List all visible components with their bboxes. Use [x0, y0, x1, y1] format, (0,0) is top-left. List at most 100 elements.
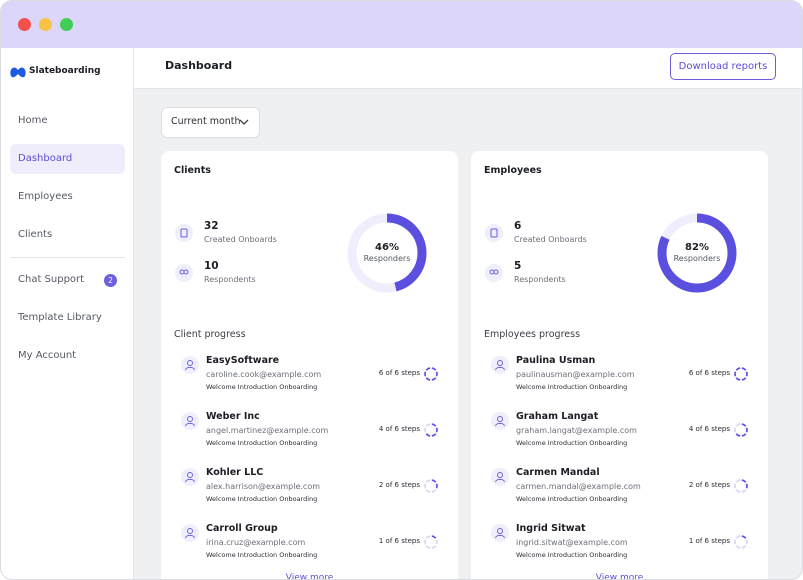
icon-glyph — [489, 269, 499, 275]
avatar-glyph — [185, 472, 195, 483]
avatar-head — [497, 472, 503, 478]
avatar-glyph — [495, 360, 505, 371]
row-name: Carroll Group — [206, 523, 278, 534]
step-segment — [741, 433, 747, 437]
card-title: Clients — [174, 165, 211, 176]
row-subtitle: Welcome Introduction Onboarding — [206, 495, 318, 503]
clipboard-glyph — [490, 228, 498, 238]
step-segment — [741, 367, 747, 371]
avatar-glyph — [495, 416, 505, 427]
steps-label: 6 of 6 steps — [378, 369, 420, 377]
avatar-head — [187, 416, 193, 422]
card: Clients 32 Created Onboards 10 Respondents 46… — [161, 151, 458, 580]
avatar-head — [187, 528, 193, 534]
nav-item[interactable]: Dashboard — [10, 144, 125, 174]
steps-label: 1 of 6 steps — [378, 537, 420, 545]
close-button[interactable] — [18, 18, 31, 31]
step-segment — [741, 545, 747, 549]
sidebar: Slateboarding Home Dashboard Employees Clie… — [1, 48, 134, 579]
steps-ring — [734, 479, 748, 493]
row-name: EasySoftware — [206, 355, 280, 366]
row-email: alex.harrison@example.com — [206, 482, 321, 491]
stat-label: Respondents — [514, 275, 566, 284]
step-segment — [431, 535, 437, 539]
stat-value: 5 — [514, 260, 522, 272]
donut-caption: Responders — [363, 254, 411, 263]
step-segment — [425, 545, 431, 549]
title-bar — [1, 1, 802, 48]
nav-item[interactable]: Chat Support — [18, 274, 85, 285]
people-glyph — [493, 269, 499, 275]
avatar-glyph — [185, 528, 195, 539]
steps-ring — [424, 367, 438, 381]
row-subtitle: Welcome Introduction Onboarding — [516, 495, 628, 503]
donut-arc — [347, 213, 427, 293]
row-subtitle: Welcome Introduction Onboarding — [516, 383, 628, 391]
avatar-body — [495, 478, 505, 483]
steps-ring — [424, 423, 438, 437]
icon-glyph — [179, 269, 189, 275]
stat-label: Created Onboards — [514, 235, 587, 244]
steps-label: 1 of 6 steps — [688, 537, 730, 545]
minimize-button[interactable] — [39, 18, 52, 31]
row-name: Weber Inc — [206, 411, 260, 422]
nav-item[interactable]: Clients — [18, 229, 53, 240]
download-button[interactable]: Download reports — [670, 53, 776, 80]
nav-item[interactable]: Employees — [18, 191, 73, 202]
avatar-body — [495, 534, 505, 539]
avatar — [181, 524, 199, 542]
nav-item[interactable]: Template Library — [18, 312, 102, 323]
stat-value: 10 — [204, 260, 219, 272]
stat-icon — [485, 224, 503, 242]
stat-icon — [485, 264, 503, 282]
step-segment — [431, 423, 437, 427]
steps-label: 4 of 6 steps — [688, 425, 730, 433]
steps-ring — [734, 535, 748, 549]
avatar-head — [187, 360, 193, 366]
row-email: angel.martinez@example.com — [206, 426, 329, 435]
avatar-body — [185, 478, 195, 483]
steps-label: 4 of 6 steps — [378, 425, 420, 433]
stat-value: 32 — [204, 220, 219, 232]
step-segment — [735, 377, 741, 381]
steps-label: 6 of 6 steps — [688, 369, 730, 377]
maximize-button[interactable] — [60, 18, 73, 31]
avatar-head — [187, 472, 193, 478]
avatar — [181, 412, 199, 430]
clipboard-glyph — [180, 228, 188, 238]
step-segment — [425, 423, 431, 427]
row-email: ingrid.sitwat@example.com — [516, 538, 628, 547]
badge: 2 — [104, 274, 117, 287]
step-segment — [425, 433, 431, 437]
avatar-body — [185, 422, 195, 427]
step-segment — [735, 367, 741, 371]
row-email: caroline.cook@example.com — [206, 370, 322, 379]
steps-ring — [734, 423, 748, 437]
avatar-body — [185, 366, 195, 371]
row-email: graham.langat@example.com — [516, 426, 637, 435]
chevron-icon — [239, 119, 249, 125]
avatar — [491, 412, 509, 430]
nav-item[interactable]: Home — [18, 115, 48, 126]
donut-chart — [347, 213, 427, 293]
donut-label: 46% — [375, 242, 399, 253]
row-name: Carmen Mandal — [516, 467, 600, 478]
view-more-link[interactable]: View more — [595, 573, 644, 580]
avatar — [491, 468, 509, 486]
step-segment — [431, 433, 437, 437]
period-dropdown[interactable]: Current month — [161, 107, 260, 138]
donut-label: 82% — [685, 242, 709, 253]
people-glyph — [179, 269, 185, 275]
row-name: Paulina Usman — [516, 355, 596, 366]
steps-label: 2 of 6 steps — [378, 481, 420, 489]
stat-icon — [175, 224, 193, 242]
view-more-link[interactable]: View more — [285, 573, 334, 580]
steps-ring — [734, 367, 748, 381]
row-subtitle: Welcome Introduction Onboarding — [206, 439, 318, 447]
avatar-body — [185, 534, 195, 539]
steps-label: 2 of 6 steps — [688, 481, 730, 489]
icon-glyph — [490, 228, 498, 238]
avatar-head — [497, 360, 503, 366]
nav-item[interactable]: My Account — [18, 350, 77, 361]
